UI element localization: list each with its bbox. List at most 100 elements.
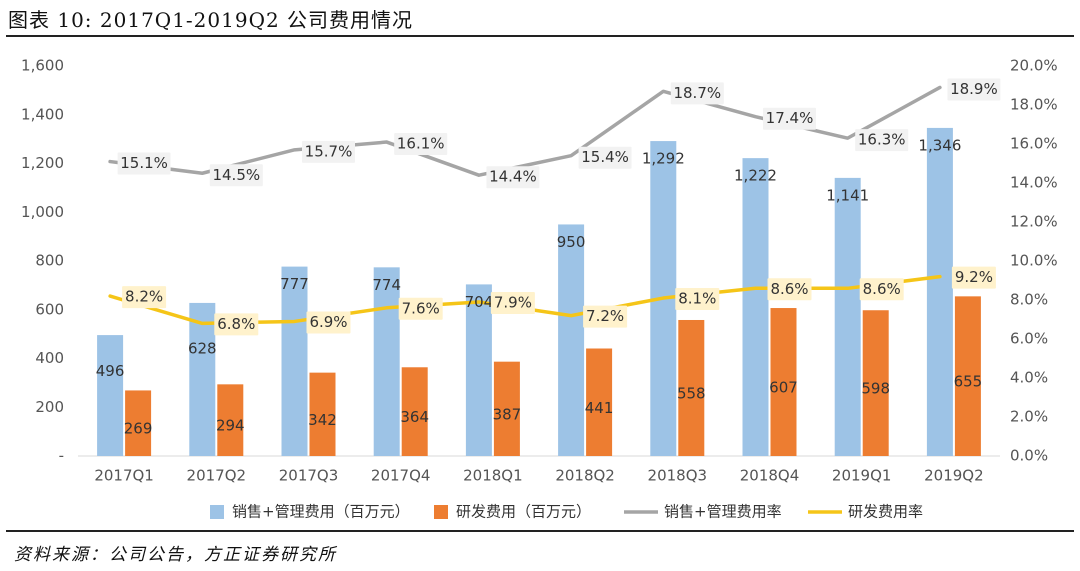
rd-expense-label: 294 [216, 417, 245, 435]
rd-rate-label: 8.6% [863, 280, 901, 298]
sales-admin-rate-label-bg [209, 164, 263, 187]
legend-swatch-sales-admin [210, 505, 224, 519]
figure-title: 图表 10: 2017Q1-2019Q2 公司费用情况 [8, 8, 414, 32]
source-divider [6, 530, 1074, 532]
x-category-label: 2019Q2 [924, 467, 984, 485]
sales-admin-expense-bar [465, 284, 492, 456]
sales-admin-expense-bar [189, 302, 216, 456]
rd-rate-label-bg [767, 278, 812, 301]
rd-expense-bar [678, 319, 705, 456]
sales-admin-rate-label: 14.5% [212, 166, 260, 184]
sales-admin-expense-label: 1,222 [734, 167, 777, 185]
sales-admin-expense-bar [373, 267, 400, 456]
sales-admin-rate-label-bg [578, 146, 632, 169]
sales-admin-rate-label: 17.4% [766, 109, 814, 127]
legend-swatch-rd [434, 505, 448, 519]
rd-rate-label-bg [122, 286, 167, 309]
sales-admin-expense-label: 777 [280, 275, 309, 293]
sales-admin-rate-label-bg [302, 140, 355, 163]
sales-admin-expense-label: 1,141 [826, 186, 869, 204]
rd-rate-label-bg [306, 311, 351, 334]
rd-rate-label-bg [859, 278, 904, 301]
rd-rate-label-bg [583, 305, 628, 328]
rd-rate-label-bg [398, 297, 443, 320]
legend-label-rd-rate: 研发费用率 [848, 503, 923, 521]
rd-expense-bar [125, 390, 152, 456]
y-left-tick-label: 200 [35, 398, 64, 416]
sales-admin-rate-label: 15.1% [120, 154, 168, 172]
x-category-label: 2017Q4 [371, 467, 431, 485]
rd-expense-bar [770, 308, 797, 456]
rd-rate-label: 9.2% [955, 268, 993, 286]
y-left-tick-label: 1,000 [21, 203, 64, 221]
sales-admin-rate-label: 18.7% [673, 84, 721, 102]
sales-admin-expense-bar [558, 224, 585, 456]
sales-admin-expense-label: 496 [96, 362, 125, 380]
y-left-tick-label: 1,600 [21, 57, 64, 75]
sales-admin-rate-line [108, 85, 942, 177]
title-divider [6, 35, 1074, 37]
y-left-tick-label: 400 [35, 349, 64, 367]
rd-expense-bar [586, 348, 613, 456]
sales-admin-rate-label-bg [117, 152, 171, 175]
rd-expense-label: 607 [769, 379, 798, 397]
rd-rate-label: 8.6% [770, 280, 808, 298]
rd-rate-label-bg [214, 313, 259, 336]
y-right-tick-label: 2.0% [1010, 408, 1048, 426]
sales-admin-rate-label-bg [394, 133, 448, 156]
source-note: 资料来源：公司公告，方正证券研究所 [14, 545, 337, 565]
x-category-label: 2017Q2 [187, 467, 247, 485]
x-category-label: 2018Q2 [555, 467, 615, 485]
sales-admin-rate-label: 16.3% [858, 131, 906, 149]
sales-admin-rate-label: 18.9% [950, 80, 998, 98]
rd-rate-label-bg [675, 288, 720, 311]
sales-admin-expense-label: 704 [465, 293, 494, 311]
sales-admin-rate-label-bg [855, 129, 909, 152]
y-left-tick-label: 1,200 [21, 154, 64, 172]
y-left-tick-label: 1,400 [21, 105, 64, 123]
y-right-tick-label: 6.0% [1010, 330, 1048, 348]
legend-label-sales-admin-rate: 销售+管理费用率 [664, 503, 782, 521]
y-left-tick-label: 600 [35, 300, 64, 318]
sales-admin-expense-bar [281, 266, 308, 456]
chart-axes: - 200 400 600 800 1,000 1,200 1,400 1,600 0.0% 2.0… [21, 57, 1058, 485]
rd-rate-label-bg [951, 266, 996, 289]
rd-expense-bar [862, 310, 889, 456]
rd-rate-label-bg [490, 291, 535, 314]
rate-labels-group: 15.1% 14.5% 15.7% 16.1% 14.4% 15.4% 18.7% 17.4%… [117, 78, 1001, 336]
rd-rate-label: 7.9% [494, 293, 532, 311]
rd-expense-bar [309, 372, 336, 456]
x-category-label: 2018Q4 [740, 467, 800, 485]
rd-expense-label: 598 [861, 380, 890, 398]
sales-admin-rate-label-bg [486, 166, 540, 189]
y-right-tick-label: 16.0% [1010, 135, 1058, 153]
y-right-tick-label: 8.0% [1010, 291, 1048, 309]
y-right-tick-label: 10.0% [1010, 252, 1058, 270]
sales-admin-expense-label: 1,292 [642, 150, 685, 168]
chart-legend: 销售+管理费用（百万元） 研发费用（百万元） 销售+管理费用率 研发费用率 [210, 503, 923, 521]
rd-expense-label: 364 [400, 408, 429, 426]
x-category-label: 2017Q3 [279, 467, 339, 485]
sales-admin-rate-label: 14.4% [489, 168, 537, 186]
bar-labels-group: 496 628 777 774 704 950 1,292 1,222 1,141 1,346 26… [96, 136, 982, 437]
sales-admin-rate-label: 16.1% [397, 135, 445, 153]
rd-expense-label: 342 [308, 411, 337, 429]
rd-expense-bar [954, 296, 981, 456]
rd-expense-bar [217, 384, 244, 456]
rd-expense-label: 441 [585, 399, 614, 417]
rd-expense-bar [493, 361, 520, 456]
sales-admin-rate-label-bg [763, 107, 816, 130]
sales-admin-rate-label-bg [670, 82, 724, 105]
sales-admin-expense-label: 774 [372, 276, 401, 294]
x-category-label: 2018Q1 [463, 467, 523, 485]
sales-admin-expense-bar [97, 335, 124, 456]
y-right-tick-label: 4.0% [1010, 369, 1048, 387]
y-right-tick-label: 18.0% [1010, 96, 1058, 114]
y-right-tick-label: 0.0% [1010, 447, 1048, 465]
y-right-tick-label: 20.0% [1010, 57, 1058, 75]
rd-rate-label: 7.6% [402, 299, 440, 317]
x-category-label: 2018Q3 [648, 467, 708, 485]
rd-expense-bar [401, 367, 428, 456]
sales-admin-expense-bar [834, 177, 861, 456]
y-left-tick-label: - [59, 447, 64, 465]
